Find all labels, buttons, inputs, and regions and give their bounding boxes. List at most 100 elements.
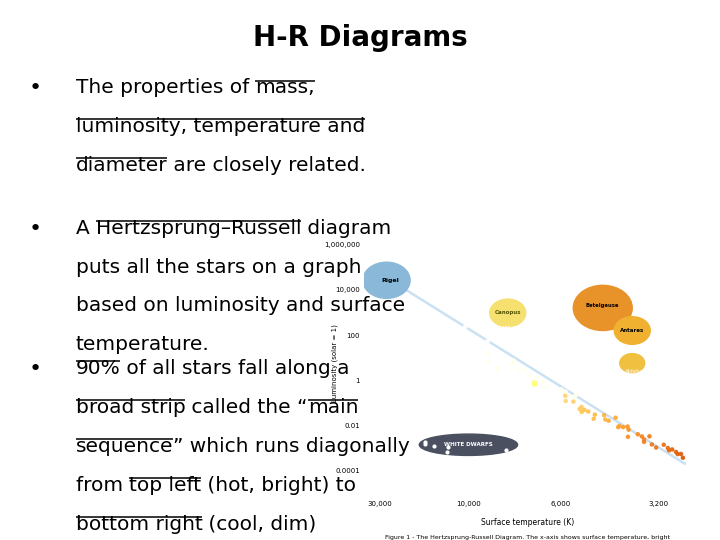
Point bbox=[650, 443, 662, 452]
Point bbox=[541, 382, 552, 390]
Point bbox=[632, 430, 644, 438]
Point bbox=[402, 296, 413, 305]
Point bbox=[677, 454, 688, 462]
Point bbox=[507, 360, 518, 368]
Text: diagram: diagram bbox=[301, 219, 392, 238]
Point bbox=[639, 435, 650, 444]
Point bbox=[662, 444, 674, 453]
Point bbox=[667, 445, 678, 454]
Point bbox=[420, 440, 431, 449]
Point bbox=[675, 450, 687, 458]
Point bbox=[391, 281, 402, 290]
Text: mass,: mass, bbox=[255, 78, 315, 97]
Point bbox=[613, 422, 625, 430]
Point bbox=[554, 385, 566, 394]
Point bbox=[531, 373, 542, 382]
Point bbox=[567, 397, 579, 406]
Text: WHITE DWARFS: WHITE DWARFS bbox=[444, 442, 492, 447]
Point bbox=[589, 410, 600, 419]
Point bbox=[440, 330, 451, 339]
Text: are closely related.: are closely related. bbox=[167, 156, 366, 175]
Text: Hertzsprung–Russell: Hertzsprung–Russell bbox=[96, 219, 301, 238]
Point bbox=[576, 408, 588, 416]
Point bbox=[598, 411, 610, 420]
Point bbox=[511, 366, 523, 374]
Text: based on luminosity and surface: based on luminosity and surface bbox=[76, 296, 405, 315]
Text: RED GIANTS: RED GIANTS bbox=[553, 262, 600, 269]
Point bbox=[670, 448, 682, 456]
Text: Betelgeuse: Betelgeuse bbox=[586, 303, 619, 308]
Text: from: from bbox=[76, 476, 129, 495]
Text: Canopus: Canopus bbox=[495, 310, 521, 315]
Point bbox=[622, 422, 634, 431]
Point bbox=[576, 403, 588, 411]
Point bbox=[492, 363, 503, 372]
Text: Sirius: Sirius bbox=[425, 349, 440, 354]
Text: Antares: Antares bbox=[620, 328, 644, 333]
Point bbox=[574, 404, 585, 413]
Point bbox=[588, 414, 600, 423]
Text: broad strip: broad strip bbox=[76, 398, 185, 417]
Point bbox=[644, 432, 655, 441]
Point bbox=[639, 437, 650, 446]
Text: 6,000: 6,000 bbox=[550, 501, 570, 507]
Point bbox=[559, 392, 571, 400]
Text: •: • bbox=[29, 78, 42, 98]
Point bbox=[522, 371, 534, 380]
Circle shape bbox=[614, 316, 650, 345]
Text: Luminosity (solar = 1): Luminosity (solar = 1) bbox=[331, 324, 338, 402]
Point bbox=[623, 426, 634, 434]
Point bbox=[646, 440, 657, 449]
Text: 3,200: 3,200 bbox=[649, 501, 668, 507]
Point bbox=[428, 442, 439, 450]
Point bbox=[442, 443, 454, 451]
Text: 90%: 90% bbox=[76, 359, 120, 378]
Text: MAIN SEQUENCE: MAIN SEQUENCE bbox=[492, 326, 550, 330]
Text: called the “: called the “ bbox=[185, 398, 308, 417]
Point bbox=[442, 448, 454, 457]
Text: (hot, bright) to: (hot, bright) to bbox=[201, 476, 356, 495]
Point bbox=[428, 312, 440, 320]
Text: Figure 1 - The Hertzsprung-Russell Diagram. The x-axis shows surface temperature: Figure 1 - The Hertzsprung-Russell Diagr… bbox=[385, 535, 670, 540]
Text: 0.01: 0.01 bbox=[344, 423, 360, 429]
Point bbox=[419, 437, 431, 446]
Circle shape bbox=[573, 285, 632, 330]
Text: 1: 1 bbox=[356, 377, 360, 384]
Point bbox=[471, 342, 482, 351]
Point bbox=[438, 316, 449, 325]
Point bbox=[561, 392, 572, 401]
Point bbox=[672, 450, 683, 458]
Text: 10,000: 10,000 bbox=[336, 287, 360, 293]
Point bbox=[417, 304, 428, 313]
Text: A: A bbox=[76, 219, 96, 238]
Point bbox=[570, 389, 582, 398]
Point bbox=[459, 322, 471, 330]
Text: •: • bbox=[29, 219, 42, 239]
Point bbox=[568, 392, 580, 401]
Point bbox=[610, 414, 621, 422]
Point bbox=[391, 291, 402, 299]
Text: Sun: Sun bbox=[519, 394, 529, 399]
Point bbox=[482, 337, 493, 346]
Text: Alpha
Centauri B: Alpha Centauri B bbox=[626, 399, 652, 409]
Text: 100: 100 bbox=[346, 333, 360, 339]
Point bbox=[483, 356, 495, 365]
Point bbox=[613, 423, 624, 431]
Point bbox=[482, 349, 494, 358]
Text: sequence: sequence bbox=[76, 437, 173, 456]
Point bbox=[658, 441, 670, 449]
Text: H-R Diagrams: H-R Diagrams bbox=[253, 24, 467, 52]
Point bbox=[582, 407, 594, 416]
Text: bottom right: bottom right bbox=[76, 515, 202, 534]
Text: 1,000,000: 1,000,000 bbox=[324, 242, 360, 248]
Ellipse shape bbox=[419, 434, 518, 455]
Text: Aldebaran: Aldebaran bbox=[624, 369, 653, 374]
Text: Surface temperature (K): Surface temperature (K) bbox=[481, 518, 574, 528]
Text: temperature.: temperature. bbox=[76, 335, 210, 354]
Text: of all stars fall along a: of all stars fall along a bbox=[120, 359, 350, 378]
Point bbox=[663, 446, 675, 455]
Point bbox=[490, 366, 502, 374]
Point bbox=[507, 355, 518, 364]
Text: ” which runs diagonally: ” which runs diagonally bbox=[173, 437, 410, 456]
Text: 0.0001: 0.0001 bbox=[336, 468, 360, 474]
